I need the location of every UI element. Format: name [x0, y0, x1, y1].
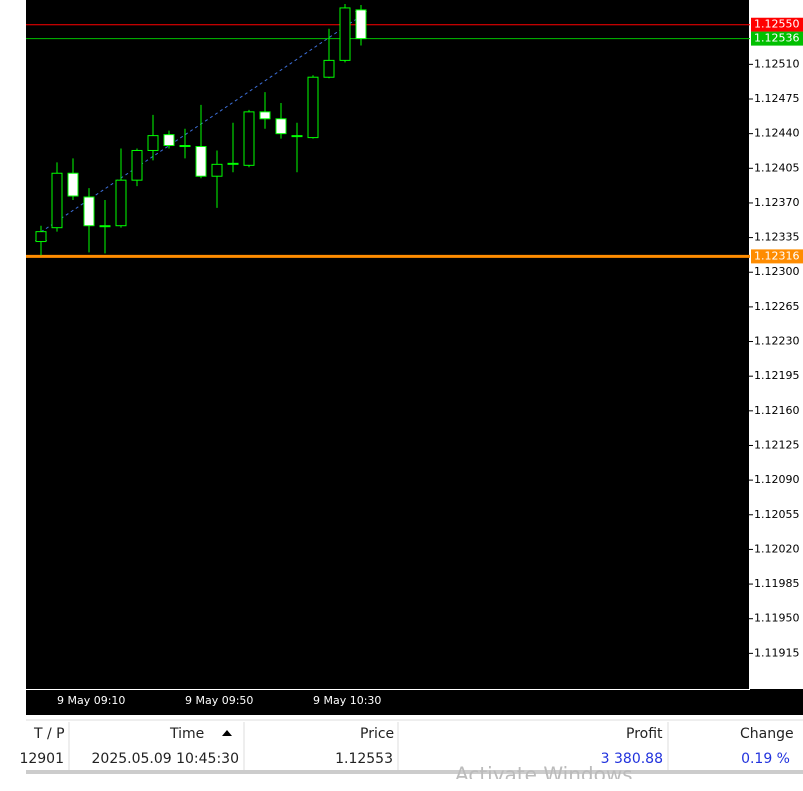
candle-body: [275, 118, 287, 135]
y-tick-label: 1.12265: [754, 300, 800, 313]
x-tick-label: 9 May 09:10: [57, 694, 125, 707]
y-tick-label: 1.11950: [754, 612, 800, 625]
candle-body: [339, 7, 351, 61]
table-cell: 3 380.88: [601, 751, 663, 767]
price-label-box: [751, 249, 803, 264]
scrollbar: [26, 770, 803, 774]
candle-body: [131, 149, 143, 181]
candle-body: [115, 179, 127, 227]
price-label: 1.12550: [754, 18, 800, 31]
table-cell: 1.12553: [335, 751, 393, 767]
column-header: Profit: [626, 726, 663, 742]
y-tick-label: 1.12230: [754, 335, 800, 348]
column-header: Time: [169, 726, 204, 742]
column-header: Change: [740, 726, 794, 742]
candle-body: [51, 172, 63, 229]
bottom-cover: [0, 779, 803, 791]
y-tick-label: 1.12160: [754, 404, 800, 417]
y-tick-label: 1.12090: [754, 473, 800, 486]
candle-body: [83, 196, 95, 227]
candle-body: [211, 163, 223, 177]
candle-body: [243, 111, 255, 166]
candle-body: [291, 135, 303, 138]
y-tick-label: 1.12370: [754, 196, 800, 209]
candle-body: [323, 59, 335, 78]
price-label: 1.12536: [754, 32, 800, 45]
y-tick-label: 1.12405: [754, 161, 800, 174]
y-tick-label: 1.12125: [754, 438, 800, 451]
y-tick-label: 1.12195: [754, 369, 800, 382]
candle-body: [259, 111, 271, 120]
table-cell: 2025.05.09 10:45:30: [92, 751, 240, 767]
price-axis-background: [750, 0, 803, 689]
candle-body: [179, 145, 191, 148]
y-tick-label: 1.12440: [754, 127, 800, 140]
chart-background: [26, 0, 803, 715]
sort-arrow: [222, 730, 232, 736]
candle-body: [195, 146, 207, 177]
y-tick-label: 1.12475: [754, 92, 800, 105]
table-cell: 0.19 %: [741, 751, 790, 767]
candle-body: [35, 231, 47, 243]
y-tick-label: 1.12510: [754, 57, 800, 70]
price-label-box: [751, 17, 803, 32]
y-tick-label: 1.12055: [754, 508, 800, 521]
y-tick-label: 1.11915: [754, 646, 800, 659]
candle-body: [67, 172, 79, 197]
x-tick-label: 9 May 09:50: [185, 694, 253, 707]
candle-body: [99, 225, 111, 228]
price-label: 1.12316: [754, 249, 800, 262]
y-tick-label: 1.12300: [754, 265, 800, 278]
y-tick-label: 1.12020: [754, 542, 800, 555]
table-cell: 12901: [19, 751, 64, 767]
candle-body: [355, 9, 367, 40]
column-header: Price: [360, 726, 394, 742]
candle-body: [147, 135, 159, 151]
candle-body: [307, 76, 319, 139]
table-background: [0, 716, 803, 774]
column-header: T / P: [33, 726, 65, 742]
y-tick-label: 1.11985: [754, 577, 800, 590]
price-label-box: [751, 31, 803, 46]
x-tick-label: 9 May 10:30: [313, 694, 381, 707]
y-tick-label: 1.12335: [754, 231, 800, 244]
candle-body: [227, 162, 239, 165]
chart-plot: 1.12510 1.12475 1.12440 1.12405 1.12370 1.123…: [26, 3, 803, 707]
candle-body: [163, 134, 175, 147]
